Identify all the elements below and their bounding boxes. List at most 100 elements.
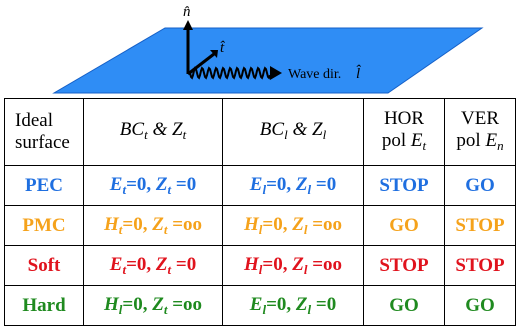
header-bct: BC: [119, 118, 145, 140]
header-bcl: BC: [259, 118, 285, 140]
header-ver-sub: n: [497, 137, 504, 153]
wave-direction-label: Wave dir.: [288, 67, 341, 82]
bcl-z-sub: l: [307, 301, 312, 317]
wave-arrowhead: [270, 66, 282, 80]
header-ideal-surface: Ideal surface: [4, 98, 84, 166]
row-surface-name: Soft: [4, 245, 84, 286]
tangent-label: t̂: [220, 40, 225, 56]
row-surface-name: PMC: [4, 205, 84, 246]
bcl-z-sub: l: [303, 221, 308, 237]
header-zt: Z: [171, 118, 183, 140]
bcl-field-value: =0,: [262, 253, 293, 275]
bct-z-sub: t: [163, 221, 168, 237]
bcl-field-sub: l: [262, 181, 267, 197]
surface-diagram: n̂ t̂ Wave dir. l̂: [52, 4, 484, 94]
header-hor-pol: HOR pol Et: [363, 98, 445, 166]
bct-field-value: =0,: [122, 293, 153, 315]
bcl-z-sub: l: [307, 181, 312, 197]
bct-field-sub: t: [118, 221, 123, 237]
row-bct: Et=0, Zt =0: [83, 165, 223, 206]
bct-z-sub: t: [167, 261, 172, 277]
normal-arrowhead: [183, 20, 193, 30]
header-zt-sub: t: [182, 126, 187, 142]
bct-field: H: [103, 293, 119, 315]
row-bct: Hl=0, Zt =oo: [83, 285, 223, 326]
bcl-field-sub: l: [262, 301, 267, 317]
bcl-field: E: [249, 293, 263, 315]
normal-label: n̂: [183, 4, 191, 20]
tangent-vector-arrow: [187, 52, 215, 76]
header-zl-sub: l: [322, 126, 327, 142]
bct-field-value: =0,: [122, 213, 153, 235]
header-bct-and: &: [147, 118, 172, 140]
row-bct: Ht=0, Zt =oo: [83, 205, 223, 246]
table-row: PMC Ht=0, Zt =oo Hl=0, Zl =oo GO STOP: [4, 205, 516, 246]
row-ver-pol: STOP: [444, 245, 516, 286]
row-ver-pol: GO: [444, 165, 516, 206]
row-hor-pol: STOP: [363, 165, 445, 206]
bcl-z-value: =0: [311, 293, 337, 315]
bct-z: Z: [155, 253, 168, 275]
boundary-conditions-table: Ideal surface BCt & Zt BCl & Zl HOR pol …: [4, 98, 516, 326]
row-bcl: El=0, Zl =0: [222, 165, 364, 206]
bcl-field: H: [243, 213, 259, 235]
bcl-z: Z: [292, 253, 304, 275]
bcl-field-value: =0,: [266, 293, 296, 315]
row-ver-pol: STOP: [444, 205, 516, 246]
bct-z: Z: [155, 173, 168, 195]
bct-z-sub: t: [163, 301, 168, 317]
row-bcl: El=0, Zl =0: [222, 285, 364, 326]
bct-z-value: =oo: [167, 213, 203, 235]
bcl-field-sub: l: [258, 261, 263, 277]
bcl-field: E: [249, 173, 263, 195]
bct-z: Z: [152, 213, 164, 235]
wave-direction-wave: [189, 66, 271, 80]
longitudinal-label: l̂: [356, 65, 361, 82]
row-hor-pol: GO: [363, 205, 445, 246]
header-hor-line2: pol: [381, 129, 411, 151]
bcl-z: Z: [295, 173, 308, 195]
header-bcl-and: &: [287, 118, 312, 140]
header-bcl-sub: l: [284, 126, 288, 142]
bct-field-value: =0,: [126, 173, 156, 195]
ideal-surface-plane: [52, 27, 484, 94]
bcl-z-value: =oo: [307, 253, 343, 275]
bct-field: H: [103, 213, 119, 235]
bct-field-sub: l: [118, 301, 123, 317]
bct-z: Z: [152, 293, 164, 315]
bct-field-sub: t: [122, 261, 127, 277]
header-hor-line1: HOR: [383, 107, 425, 129]
header-hor-sub: t: [422, 137, 427, 153]
header-bcl-zl: BCl & Zl: [222, 98, 364, 166]
bct-field-sub: t: [122, 181, 127, 197]
header-ver-pol: VER pol En: [444, 98, 516, 166]
bct-z-value: =oo: [167, 293, 203, 315]
bct-field-value: =0,: [126, 253, 156, 275]
table-row: Hard Hl=0, Zt =oo El=0, Zl =0 GO GO: [4, 285, 516, 326]
bct-z-value: =0: [171, 173, 197, 195]
tangent-arrowhead: [210, 50, 218, 58]
bct-field: E: [109, 253, 123, 275]
row-bcl: Hl=0, Zl =oo: [222, 205, 364, 246]
bct-field: E: [109, 173, 123, 195]
bcl-z-value: =0: [311, 173, 337, 195]
row-surface-name: PEC: [4, 165, 84, 206]
bcl-z: Z: [292, 213, 304, 235]
table-row: Soft Et=0, Zt =0 Hl=0, Zl =oo STOP STOP: [4, 245, 516, 286]
table-row: PEC Et=0, Zt =0 El=0, Zl =0 STOP GO: [4, 165, 516, 206]
bcl-z-value: =oo: [307, 213, 343, 235]
bct-z-value: =0: [171, 253, 197, 275]
header-ver-line2: pol: [456, 129, 486, 151]
bcl-field: H: [243, 253, 259, 275]
row-ver-pol: GO: [444, 285, 516, 326]
bct-z-sub: t: [167, 181, 172, 197]
header-ver-e: E: [485, 129, 498, 151]
row-surface-name: Hard: [4, 285, 84, 326]
bcl-field-value: =0,: [262, 213, 293, 235]
bcl-field-value: =0,: [266, 173, 296, 195]
header-row: Ideal surface BC t & Zt BCl & Zl HOR pol …: [4, 98, 516, 166]
row-hor-pol: GO: [363, 285, 445, 326]
row-hor-pol: STOP: [363, 245, 445, 286]
row-bct: Et=0, Zt =0: [83, 245, 223, 286]
header-bct-zt: BCt & Zt: [83, 98, 223, 166]
